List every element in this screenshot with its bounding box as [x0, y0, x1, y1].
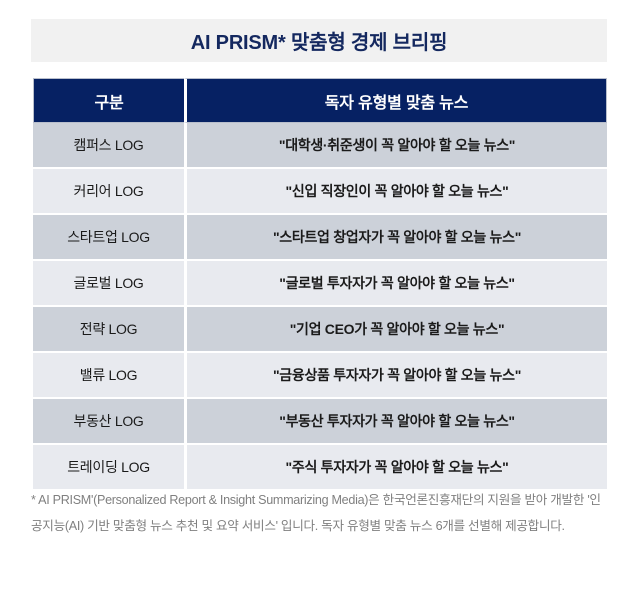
cell-category: 글로벌 LOG	[33, 261, 184, 307]
cell-news: "신입 직장인이 꼭 알아야 할 오늘 뉴스"	[184, 169, 607, 215]
cell-news: "글로벌 투자자가 꼭 알아야 할 오늘 뉴스"	[184, 261, 607, 307]
table-row: 트레이딩 LOG "주식 투자자가 꼭 알아야 할 오늘 뉴스"	[33, 445, 607, 491]
briefing-table: 구분 독자 유형별 맞춤 뉴스 캠퍼스 LOG "대학생·취준생이 꼭 알아야 할…	[33, 78, 607, 491]
cell-news: "대학생·취준생이 꼭 알아야 할 오늘 뉴스"	[184, 123, 607, 169]
table-row: 밸류 LOG "금융상품 투자자가 꼭 알아야 할 오늘 뉴스"	[33, 353, 607, 399]
cell-news: "금융상품 투자자가 꼭 알아야 할 오늘 뉴스"	[184, 353, 607, 399]
cell-category: 스타트업 LOG	[33, 215, 184, 261]
cell-news: "주식 투자자가 꼭 알아야 할 오늘 뉴스"	[184, 445, 607, 491]
table-row: 부동산 LOG "부동산 투자자가 꼭 알아야 할 오늘 뉴스"	[33, 399, 607, 445]
cell-category: 캠퍼스 LOG	[33, 123, 184, 169]
page-title: AI PRISM* 맞춤형 경제 브리핑	[190, 32, 448, 54]
table-row: 커리어 LOG "신입 직장인이 꼭 알아야 할 오늘 뉴스"	[33, 169, 607, 215]
cell-category: 밸류 LOG	[33, 353, 184, 399]
cell-news: "스타트업 창업자가 꼭 알아야 할 오늘 뉴스"	[184, 215, 607, 261]
column-header-category: 구분	[33, 78, 184, 123]
table-row: 글로벌 LOG "글로벌 투자자가 꼭 알아야 할 오늘 뉴스"	[33, 261, 607, 307]
table-body: 캠퍼스 LOG "대학생·취준생이 꼭 알아야 할 오늘 뉴스" 커리어 LOG "신…	[33, 123, 607, 491]
cell-news: "부동산 투자자가 꼭 알아야 할 오늘 뉴스"	[184, 399, 607, 445]
cell-category: 전략 LOG	[33, 307, 184, 353]
cell-news: "기업 CEO가 꼭 알아야 할 오늘 뉴스"	[184, 307, 607, 353]
title-banner: AI PRISM* 맞춤형 경제 브리핑	[31, 19, 607, 62]
column-header-news: 독자 유형별 맞춤 뉴스	[184, 78, 607, 123]
table-row: 스타트업 LOG "스타트업 창업자가 꼭 알아야 할 오늘 뉴스"	[33, 215, 607, 261]
table-header-row: 구분 독자 유형별 맞춤 뉴스	[33, 78, 607, 123]
table-row: 전략 LOG "기업 CEO가 꼭 알아야 할 오늘 뉴스"	[33, 307, 607, 353]
briefing-table-container: 구분 독자 유형별 맞춤 뉴스 캠퍼스 LOG "대학생·취준생이 꼭 알아야 할…	[33, 78, 607, 491]
cell-category: 트레이딩 LOG	[33, 445, 184, 491]
table-row: 캠퍼스 LOG "대학생·취준생이 꼭 알아야 할 오늘 뉴스"	[33, 123, 607, 169]
table-header: 구분 독자 유형별 맞춤 뉴스	[33, 78, 607, 123]
footnote: * AI PRISM'(Personalized Report & Insigh…	[31, 493, 601, 533]
cell-category: 커리어 LOG	[33, 169, 184, 215]
cell-category: 부동산 LOG	[33, 399, 184, 445]
